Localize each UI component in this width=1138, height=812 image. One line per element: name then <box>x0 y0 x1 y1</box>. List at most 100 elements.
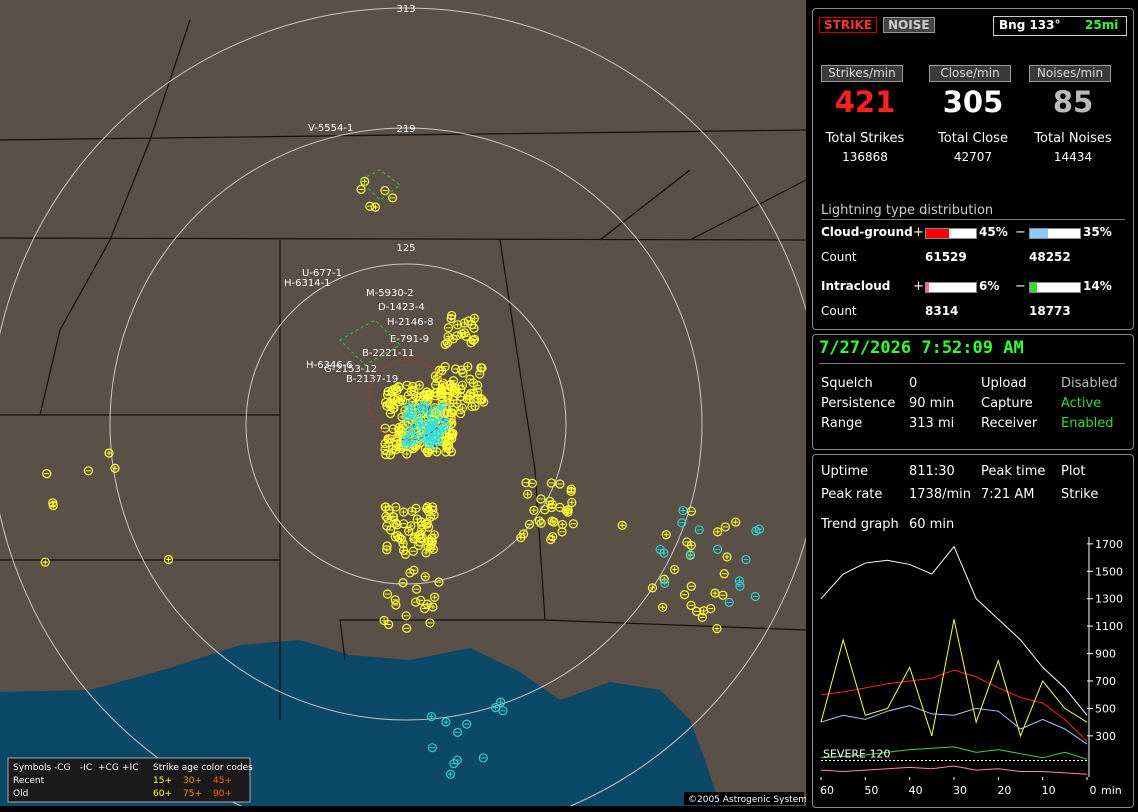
setting: Receiver <box>981 416 1038 431</box>
strike-circle <box>694 525 704 535</box>
strike-symbol <box>456 391 466 402</box>
strike-symbol <box>419 400 429 410</box>
strike-symbol <box>453 320 463 330</box>
strike-circle <box>718 590 728 600</box>
strike-circle <box>381 511 391 521</box>
strike-circle <box>540 505 550 515</box>
strike-circle <box>411 584 422 594</box>
storm-label: U-677-1 <box>302 268 342 279</box>
strike-circle <box>40 557 50 567</box>
strike-symbol <box>413 540 424 551</box>
strike-symbol <box>617 520 627 530</box>
strike-circle <box>405 409 415 419</box>
strike-circle <box>536 494 546 504</box>
strike-symbol <box>548 532 558 542</box>
legend-age: 30+ <box>183 776 202 786</box>
total-value: 42707 <box>953 150 993 164</box>
copyright-bg <box>684 792 804 805</box>
trend-panel: Uptime 811:30 Peak time Plot Peak rate 1738/m… <box>812 454 1134 808</box>
strike-symbol <box>408 546 418 556</box>
x-tick-label: 40 <box>909 784 923 797</box>
legend-age: 60+ <box>153 789 172 799</box>
sign: + <box>913 279 924 294</box>
strike-circle <box>399 507 409 517</box>
legend-col: -CG <box>54 763 71 773</box>
rate-label: Close/min <box>929 65 1011 82</box>
strike-symbol <box>429 592 440 602</box>
strike-circle <box>451 364 461 374</box>
strike-circle <box>686 540 696 550</box>
strike-circle <box>557 527 567 537</box>
legend-age: 90+ <box>213 789 232 799</box>
total-label: Total Strikes <box>825 131 905 146</box>
strike-symbol <box>365 201 375 211</box>
strike-circle <box>722 552 732 562</box>
strike-circle <box>669 564 680 575</box>
strike-circle <box>382 521 392 531</box>
strike-symbol <box>388 394 399 404</box>
strike-circle <box>42 469 52 479</box>
strike-symbol <box>405 409 415 419</box>
strike-circle <box>388 424 398 434</box>
strike-symbol <box>449 382 459 392</box>
strike-symbol <box>420 391 430 401</box>
strike-circle <box>658 602 668 612</box>
type-label: Cloud-ground <box>821 225 913 239</box>
storm-cell <box>367 359 449 441</box>
strike-button[interactable]: STRIKE <box>819 17 878 33</box>
strike-symbol <box>406 386 416 396</box>
strike-symbol <box>699 606 709 616</box>
legend-row: Recent <box>13 776 45 786</box>
stats-panel: STRIKE NOISE Bng 133° 25mi Strikes/min 42… <box>812 8 1134 330</box>
strike-circle <box>394 382 404 392</box>
strike-symbol <box>549 517 559 527</box>
storm-label: M-5930-2 <box>366 288 414 299</box>
strike-symbol <box>669 564 680 575</box>
strike-symbol <box>534 516 544 526</box>
strike-symbol <box>686 540 696 550</box>
strike-symbol <box>440 362 450 372</box>
range-rings <box>0 7 806 806</box>
strike-symbol <box>546 534 556 545</box>
strike-circle <box>446 420 456 430</box>
strike-circle <box>456 391 466 402</box>
strike-circle <box>415 534 426 544</box>
strike-circle <box>429 592 440 602</box>
strike-symbol <box>426 712 437 722</box>
strike-circle <box>422 599 432 609</box>
strike-circle <box>677 518 687 528</box>
strike-symbol <box>685 549 695 560</box>
strike-symbol <box>403 402 414 412</box>
strike-circle <box>692 606 702 616</box>
strike-symbol <box>445 769 456 779</box>
setting: Disabled <box>1061 376 1118 391</box>
strike-symbol <box>429 430 439 440</box>
severe-label: SEVERE 120 <box>823 748 891 761</box>
strike-symbol <box>529 505 539 515</box>
strike-symbol <box>555 502 565 513</box>
strike-symbol <box>754 524 764 534</box>
strike-circle <box>534 516 544 526</box>
strike-symbol <box>452 727 463 737</box>
strike-circle <box>423 447 433 458</box>
strike-circle <box>655 544 665 555</box>
strike-circle <box>741 554 751 565</box>
strike-circle <box>478 753 488 763</box>
strike-circle <box>391 439 402 449</box>
strike-circle <box>456 365 467 375</box>
strike-symbol <box>379 615 389 626</box>
strike-circle <box>390 595 400 605</box>
noise-button[interactable]: NOISE <box>883 17 935 33</box>
strike-symbol <box>686 600 696 610</box>
strike-circle <box>379 615 389 626</box>
ring-label: 219 <box>396 124 415 135</box>
total-value: 14434 <box>1053 150 1093 164</box>
strike-symbol <box>647 583 658 593</box>
strike-circle <box>519 529 529 539</box>
storm-label: E-791-9 <box>390 334 429 345</box>
strike-symbol <box>417 520 427 530</box>
strike-symbol <box>456 365 467 375</box>
strike-symbol <box>432 447 442 457</box>
strike-circle <box>563 507 573 517</box>
strike-symbol <box>356 184 366 194</box>
